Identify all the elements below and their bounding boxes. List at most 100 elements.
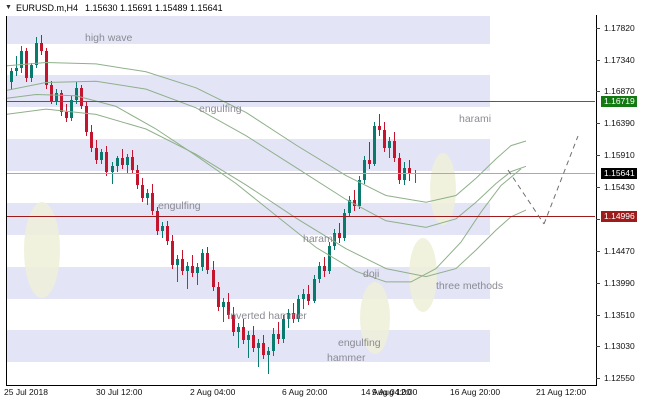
candle-body <box>257 343 261 349</box>
candle-body <box>348 199 352 213</box>
candle-body <box>111 166 115 172</box>
candle-body <box>388 140 392 148</box>
price-tick-label: 1.17820 <box>604 22 635 33</box>
annotation-engulfing: engulfing <box>199 103 242 115</box>
candle-body <box>105 151 109 172</box>
price-tick-label: 1.16390 <box>604 118 635 129</box>
candle-wick <box>278 321 279 345</box>
time-tick-label: 30 Jul 12:00 <box>96 387 143 397</box>
price-tick <box>596 91 600 93</box>
candle-body <box>151 192 155 212</box>
annotation-high-wave: high wave <box>85 32 133 44</box>
price-tick <box>596 250 600 252</box>
annotation-engulfing: engulfing <box>338 337 381 349</box>
price-tick <box>596 218 600 220</box>
highlight-doji <box>360 282 390 354</box>
support-badge[interactable]: 1.14996 <box>601 210 637 222</box>
ma-upper-band <box>6 61 527 203</box>
ohlc-quotes: 1.15630 1.15691 1.15489 1.15641 <box>84 2 223 13</box>
candle-body <box>156 211 160 232</box>
candle-body <box>201 252 205 268</box>
price-tick <box>596 346 600 348</box>
price-band <box>6 16 490 44</box>
candle-body <box>20 50 24 68</box>
candle-body <box>75 87 79 100</box>
price-tick-label: 1.16870 <box>604 86 635 97</box>
candle-body <box>35 42 39 66</box>
support-line[interactable] <box>6 215 595 217</box>
candle-body <box>60 93 64 112</box>
candle-body <box>45 50 49 86</box>
current-price-line[interactable] <box>6 172 595 174</box>
price-tick <box>596 282 600 284</box>
candle-body <box>398 158 402 180</box>
candle-body <box>373 126 377 164</box>
candle-body <box>70 99 74 119</box>
candle-body <box>166 226 170 241</box>
price-tick-label: 1.15910 <box>604 149 635 160</box>
candle-wick <box>197 263 198 285</box>
candle-body <box>302 293 306 300</box>
candle-body <box>353 199 357 207</box>
candle-wick <box>223 297 224 322</box>
candle-wick <box>389 137 390 159</box>
annotation-engulfing: engulfing <box>158 200 201 212</box>
chart-plot-area[interactable]: high wave engulfing engulfing harami harami i… <box>6 16 595 385</box>
price-axis-border <box>596 9 597 386</box>
candle-body <box>181 259 185 272</box>
candle-body <box>307 293 311 301</box>
price-tick-label: 1.13990 <box>604 277 635 288</box>
candle-body <box>116 158 120 167</box>
price-tick <box>596 59 600 61</box>
price-tick <box>596 27 600 29</box>
price-tick <box>596 378 600 380</box>
price-tick <box>596 154 600 156</box>
candle-body <box>333 232 337 247</box>
annotation-doji: doji <box>363 268 380 280</box>
triangle-down-icon[interactable]: ▼ <box>5 4 12 11</box>
candle-body <box>15 67 19 72</box>
candle-body <box>136 170 140 185</box>
time-tick-label: 16 Aug 20:00 <box>450 387 501 397</box>
plot-border-bottom <box>6 385 596 386</box>
candle-body <box>30 65 34 79</box>
candle-body <box>343 212 347 239</box>
candle-wick <box>369 142 370 169</box>
chart-header: ▼ EURUSD.m,H4 1.15630 1.15691 1.15489 1.… <box>0 0 645 15</box>
candle-wick <box>268 347 269 374</box>
moving-average-lines <box>6 61 527 283</box>
candle-body <box>55 93 59 102</box>
price-axis[interactable]: 1.17820 1.17340 1.16870 1.16390 1.15910 1.154… <box>601 0 645 409</box>
candle-wick <box>187 262 188 289</box>
resistance-badge[interactable]: 1.16719 <box>601 96 637 108</box>
candle-body <box>363 159 367 180</box>
price-tick-label: 1.13510 <box>604 309 635 320</box>
candle-body <box>131 156 135 171</box>
time-axis[interactable]: 25 Jul 2018 30 Jul 12:00 2 Aug 04:00 6 Aug … <box>0 387 645 401</box>
annotation-hammer: hammer <box>327 352 366 364</box>
candle-body <box>50 85 54 102</box>
candle-body <box>393 140 397 159</box>
candle-body <box>126 156 130 165</box>
candle-body <box>292 312 296 320</box>
price-tick <box>596 123 600 125</box>
current-price-badge[interactable]: 1.15641 <box>601 167 637 179</box>
forecast-projection <box>507 135 579 225</box>
candle-body <box>282 319 286 340</box>
candle-body <box>176 259 180 265</box>
resistance-line[interactable] <box>6 101 595 103</box>
candle-body <box>217 287 221 308</box>
annotation-harami: harami <box>459 113 492 125</box>
price-band <box>6 202 490 235</box>
candle-wick <box>258 339 259 368</box>
candle-body <box>196 267 200 273</box>
ma-slow <box>6 80 527 228</box>
annotation-harami: harami <box>303 233 336 245</box>
price-tick <box>596 186 600 188</box>
candle-wick <box>238 323 239 349</box>
annotation-inverted-hammer: inverted hammer <box>228 310 307 322</box>
candle-body <box>65 111 69 119</box>
candle-body <box>328 246 332 272</box>
projection-segment-1 <box>507 169 545 225</box>
candle-wick <box>379 114 380 136</box>
